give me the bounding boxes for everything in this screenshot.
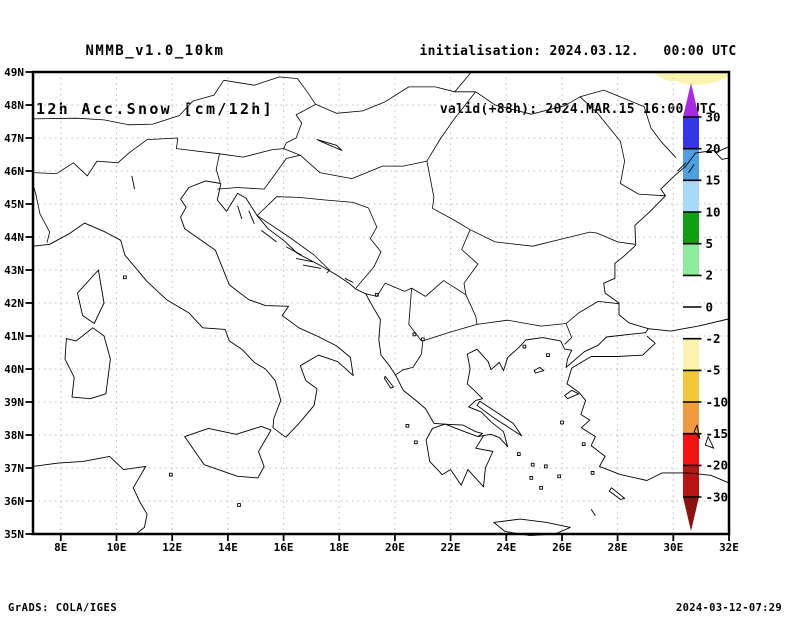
creation-timestamp: 2024-03-12-07:29 — [676, 602, 782, 614]
lat-tick-label: 35N — [4, 528, 24, 541]
title-block: NMMB_v1.0_10km 12h Acc.Snow [cm/12h] — [14, 4, 296, 138]
colorbar-level-label: 20 — [706, 141, 721, 156]
init-time-label: initialisation: 2024.03.12. 00:00 UTC — [419, 44, 737, 59]
coastlines — [32, 139, 730, 537]
lon-tick-label: 14E — [218, 541, 238, 554]
lon-tick-label: 28E — [608, 541, 628, 554]
lat-tick-label: 36N — [4, 495, 24, 508]
model-title: NMMB_v1.0_10km — [85, 43, 225, 59]
grads-credit: GrADS: COLA/IGES — [8, 602, 118, 614]
lat-tick-label: 46N — [4, 165, 24, 178]
lat-tick-label: 39N — [4, 396, 24, 409]
lon-tick-label: 20E — [385, 541, 405, 554]
colorbar-level-label: -20 — [706, 458, 729, 473]
country-borders — [32, 71, 677, 376]
lon-tick-label: 16E — [274, 541, 294, 554]
lon-tick-label: 26E — [552, 541, 572, 554]
lat-tick-label: 37N — [4, 462, 24, 475]
lon-tick-label: 30E — [663, 541, 683, 554]
colorbar-level-label: 2 — [706, 268, 714, 283]
lat-tick-label: 44N — [4, 231, 24, 244]
lon-tick-label: 24E — [496, 541, 516, 554]
lat-tick-label: 48N — [4, 99, 24, 112]
lat-tick-label: 40N — [4, 363, 24, 376]
lon-tick-label: 32E — [719, 541, 739, 554]
colorbar-level-label: -10 — [706, 394, 729, 409]
colorbar-arrow-down — [683, 497, 699, 531]
lat-tick-label: 43N — [4, 264, 24, 277]
snow-band-fill — [653, 72, 729, 86]
colorbar-level-label: -5 — [706, 363, 721, 378]
lon-tick-label: 8E — [54, 541, 67, 554]
lat-tick-label: 45N — [4, 198, 24, 211]
lat-tick-label: 41N — [4, 330, 24, 343]
graticule — [33, 72, 729, 534]
colorbar-level-label: -30 — [706, 489, 729, 504]
colorbar-level-label: 10 — [706, 204, 721, 219]
lon-tick-label: 12E — [162, 541, 182, 554]
lat-tick-label: 38N — [4, 429, 24, 442]
lon-axis: 8E 10E 12E 14E 16E 18E 20E 22E 24E 26E 28E 30E 32E — [54, 534, 739, 554]
colorbar-level-label: 0 — [706, 299, 714, 314]
lon-tick-label: 10E — [107, 541, 127, 554]
product-title: 12h Acc.Snow [cm/12h] — [36, 100, 274, 118]
lon-tick-label: 22E — [441, 541, 461, 554]
colorbar-arrow-up — [683, 83, 699, 117]
colorbar-level-label: -15 — [706, 426, 729, 441]
colorbar-level-label: -2 — [706, 331, 721, 346]
colorbar-level-label: 5 — [706, 236, 714, 251]
lat-tick-label: 47N — [4, 132, 24, 145]
lon-tick-label: 18E — [329, 541, 349, 554]
lat-tick-label: 49N — [4, 66, 24, 79]
lat-axis: 49N 48N 47N 46N 45N 44N 43N 42N 41N 40N 39N 38N 37N 3… — [4, 66, 33, 541]
colorbar-level-label: 15 — [706, 173, 721, 188]
lat-tick-label: 42N — [4, 297, 24, 310]
colorbar-level-label: 30 — [706, 109, 721, 124]
